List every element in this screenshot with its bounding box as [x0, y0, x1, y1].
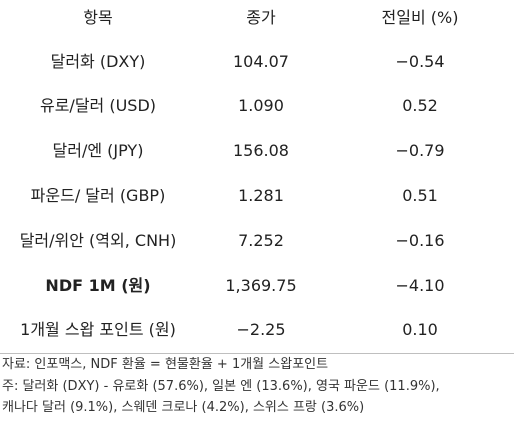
source-note: 자료: 인포맥스, NDF 환율 = 현물환율 + 1개월 스왑포인트	[2, 357, 329, 372]
table-divider	[0, 353, 514, 354]
row-close: −2.25	[236, 320, 286, 339]
row-item: 유로/달러 (USD)	[39, 96, 157, 115]
table-row-usdjpy: 달러/엔 (JPY) 156.08 −0.79	[0, 136, 514, 166]
row-close: 1,369.75	[225, 276, 297, 295]
row-change: 0.52	[402, 96, 438, 115]
row-item: 달러/위안 (역외, CNH)	[19, 231, 177, 250]
header-close: 종가	[246, 8, 276, 27]
footnote-line-2: 캐나다 달러 (9.1%), 스웨덴 크로나 (4.2%), 스위스 프랑 (3…	[2, 400, 365, 415]
row-change: −0.54	[395, 52, 445, 71]
row-close: 1.090	[238, 96, 284, 115]
row-close: 7.252	[238, 231, 284, 250]
row-close: 104.07	[233, 52, 289, 71]
row-item: 1개월 스왑 포인트 (원)	[20, 320, 176, 339]
row-change: 0.51	[402, 186, 438, 205]
table-row-ndf: NDF 1M (원) 1,369.75 −4.10	[0, 271, 514, 301]
row-item: 달러화 (DXY)	[50, 52, 146, 71]
row-change: −0.79	[395, 141, 445, 160]
header-change: 전일비 (%)	[381, 8, 459, 27]
table-row-usdcnh: 달러/위안 (역외, CNH) 7.252 −0.16	[0, 226, 514, 256]
table-notes: 자료: 인포맥스, NDF 환율 = 현물환율 + 1개월 스왑포인트 주: 달…	[2, 354, 514, 419]
header-item: 항목	[83, 8, 113, 27]
table-row-dxy: 달러화 (DXY) 104.07 −0.54	[0, 47, 514, 77]
row-change: −4.10	[395, 276, 445, 295]
row-change: 0.10	[402, 320, 438, 339]
table-row-eurusd: 유로/달러 (USD) 1.090 0.52	[0, 91, 514, 121]
table-row-swap: 1개월 스왑 포인트 (원) −2.25 0.10	[0, 315, 514, 345]
row-item: 파운드/ 달러 (GBP)	[30, 186, 166, 205]
footnote-line-1: 주: 달러화 (DXY) - 유로화 (57.6%), 일본 엔 (13.6%)…	[2, 378, 440, 394]
row-close: 1.281	[238, 186, 284, 205]
table-row-gbpusd: 파운드/ 달러 (GBP) 1.281 0.51	[0, 181, 514, 211]
row-close: 156.08	[233, 141, 289, 160]
row-change: −0.16	[395, 231, 445, 250]
row-item: 달러/엔 (JPY)	[52, 141, 144, 160]
table-header-row: 항목 종가 전일비 (%)	[0, 3, 514, 33]
row-item: NDF 1M (원)	[45, 276, 151, 295]
